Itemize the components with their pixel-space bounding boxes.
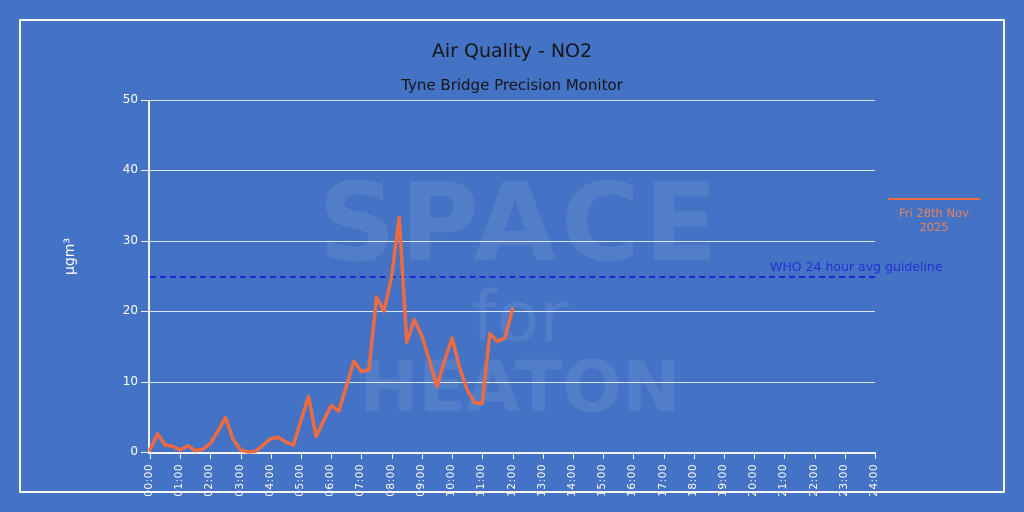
y-tick-label-30: 30: [122, 232, 138, 247]
x-tick-11:00: [482, 452, 484, 459]
x-tick-label-20:00: 20:00: [747, 464, 760, 497]
legend-line-sample: [888, 198, 980, 200]
x-tick-17:00: [663, 452, 665, 459]
x-tick-label-22:00: 22:00: [807, 464, 820, 497]
y-tick-10: [141, 381, 149, 383]
x-tick-label-19:00: 19:00: [716, 464, 729, 497]
chart-subtitle: Tyne Bridge Precision Monitor: [401, 76, 623, 94]
x-tick-03:00: [240, 452, 242, 459]
y-tick-40: [141, 170, 149, 172]
x-tick-05:00: [301, 452, 303, 459]
x-tick-21:00: [784, 452, 786, 459]
y-tick-20: [141, 311, 149, 313]
x-tick-24:00: [875, 452, 876, 459]
x-tick-18:00: [693, 452, 695, 459]
y-tick-label-50: 50: [122, 92, 138, 106]
x-tick-06:00: [331, 452, 333, 459]
x-tick-23:00: [844, 452, 846, 459]
legend-series-label: Fri 28th Nov 2025: [899, 206, 969, 234]
chart-title: Air Quality - NO2: [431, 40, 593, 62]
x-tick-label-14:00: 14:00: [565, 464, 578, 497]
x-tick-01:00: [180, 452, 182, 459]
x-tick-02:00: [210, 452, 212, 459]
who-guideline-label: WHO 24 hour avg guideline: [770, 259, 943, 274]
gridline-40: [150, 170, 875, 172]
x-tick-label-08:00: 08:00: [384, 464, 397, 497]
x-tick-label-02:00: 02:00: [203, 464, 216, 497]
y-tick-label-10: 10: [122, 373, 138, 388]
legend: Fri 28th Nov 2025: [888, 198, 980, 234]
x-tick-label-03:00: 03:00: [233, 464, 246, 497]
x-tick-12:00: [512, 452, 514, 459]
x-tick-label-07:00: 07:00: [354, 464, 367, 497]
gridline-50: [150, 100, 875, 101]
x-tick-label-06:00: 06:00: [324, 464, 337, 497]
series-polyline: [148, 215, 515, 454]
x-tick-label-10:00: 10:00: [445, 464, 458, 497]
y-tick-label-40: 40: [122, 162, 138, 177]
x-tick-04:00: [270, 452, 272, 459]
x-tick-label-05:00: 05:00: [294, 464, 307, 497]
gridline-30: [150, 240, 875, 242]
x-tick-label-18:00: 18:00: [686, 464, 699, 497]
x-tick-label-16:00: 16:00: [626, 464, 639, 497]
x-tick-label-04:00: 04:00: [263, 464, 276, 497]
x-tick-20:00: [754, 452, 756, 459]
x-tick-19:00: [723, 452, 725, 459]
x-tick-label-01:00: 01:00: [173, 464, 186, 497]
x-tick-07:00: [361, 452, 363, 459]
x-tick-label-24:00: 24:00: [868, 464, 880, 497]
gridline-10: [150, 381, 875, 383]
x-tick-label-15:00: 15:00: [596, 464, 609, 497]
x-tick-22:00: [814, 452, 816, 459]
x-tick-10:00: [452, 452, 454, 459]
y-tick-30: [141, 240, 149, 242]
x-tick-label-00:00: 00:00: [143, 464, 155, 497]
x-tick-15:00: [603, 452, 605, 459]
who-guideline-line: [150, 276, 875, 278]
x-tick-label-13:00: 13:00: [535, 464, 548, 497]
x-tick-13:00: [542, 452, 544, 459]
x-tick-label-12:00: 12:00: [505, 464, 518, 497]
y-tick-label-20: 20: [122, 303, 138, 318]
y-axis-label: µgm³: [62, 238, 78, 276]
x-tick-label-11:00: 11:00: [475, 464, 488, 497]
x-tick-16:00: [633, 452, 635, 459]
no2-series-line: [148, 215, 515, 454]
x-tick-08:00: [391, 452, 393, 459]
y-tick-label-0: 0: [130, 444, 138, 458]
x-tick-label-09:00: 09:00: [414, 464, 427, 497]
x-tick-00:00: [150, 452, 151, 459]
x-tick-label-23:00: 23:00: [837, 464, 850, 497]
x-tick-label-21:00: 21:00: [777, 464, 790, 497]
x-tick-09:00: [421, 452, 423, 459]
plot-area: 0 10 20 30 40 50 00:00 01:00 02:00 03:00 04:00 05:0…: [123, 92, 880, 497]
x-tick-14:00: [572, 452, 574, 459]
y-tick-50: [141, 100, 149, 101]
y-tick-0: [141, 452, 149, 453]
x-tick-label-17:00: 17:00: [656, 464, 669, 497]
